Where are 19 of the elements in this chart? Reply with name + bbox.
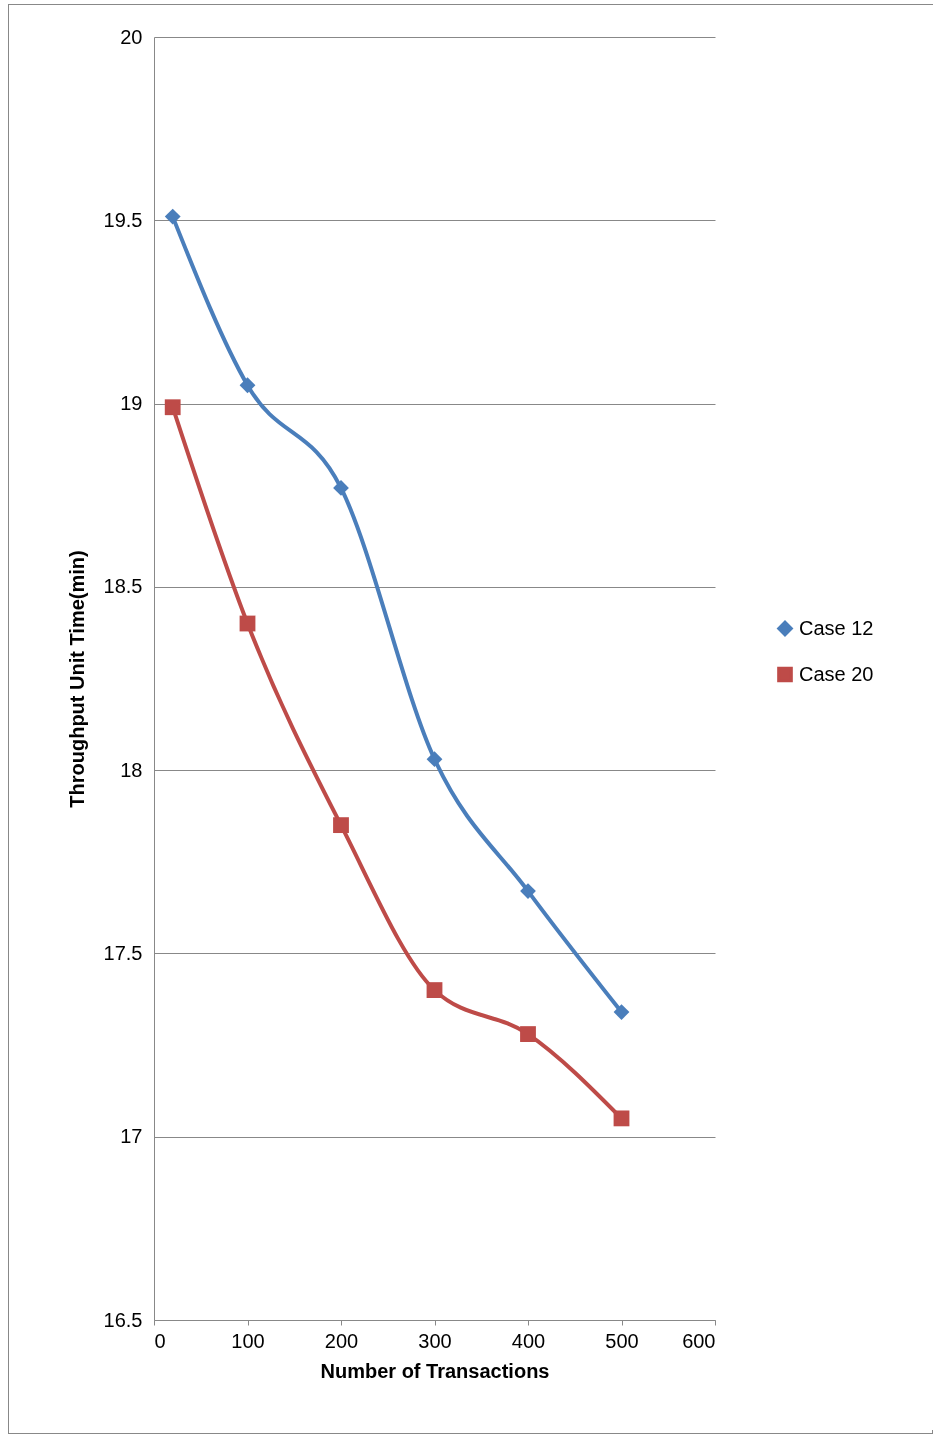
y-tick-label: 20	[120, 25, 143, 48]
y-tick-label: 16.5	[103, 1308, 143, 1331]
x-tick-label: 200	[324, 1329, 359, 1352]
y-tick-label: 18.5	[103, 575, 143, 598]
y-tick-label: 19.5	[103, 208, 143, 231]
x-tick-label: 400	[511, 1329, 546, 1352]
y-tick-label: 17	[120, 1125, 143, 1148]
y-tick-label: 19	[120, 392, 143, 415]
x-tick-label: 100	[231, 1329, 265, 1352]
y-tick-label: 17.5	[103, 941, 143, 964]
x-tick-label: 0	[154, 1329, 166, 1352]
x-axis-title: Number of Transactions	[320, 1359, 550, 1382]
x-tick-label: 300	[418, 1329, 452, 1352]
x-tick-label: 500	[605, 1329, 639, 1352]
legend-label: Case 12	[799, 616, 874, 639]
x-tick-label: 600	[682, 1329, 716, 1352]
legend-label: Case 20	[799, 662, 874, 685]
y-tick-label: 18	[120, 758, 143, 781]
y-axis-title: Throughput Unit Time(min)	[65, 550, 88, 808]
